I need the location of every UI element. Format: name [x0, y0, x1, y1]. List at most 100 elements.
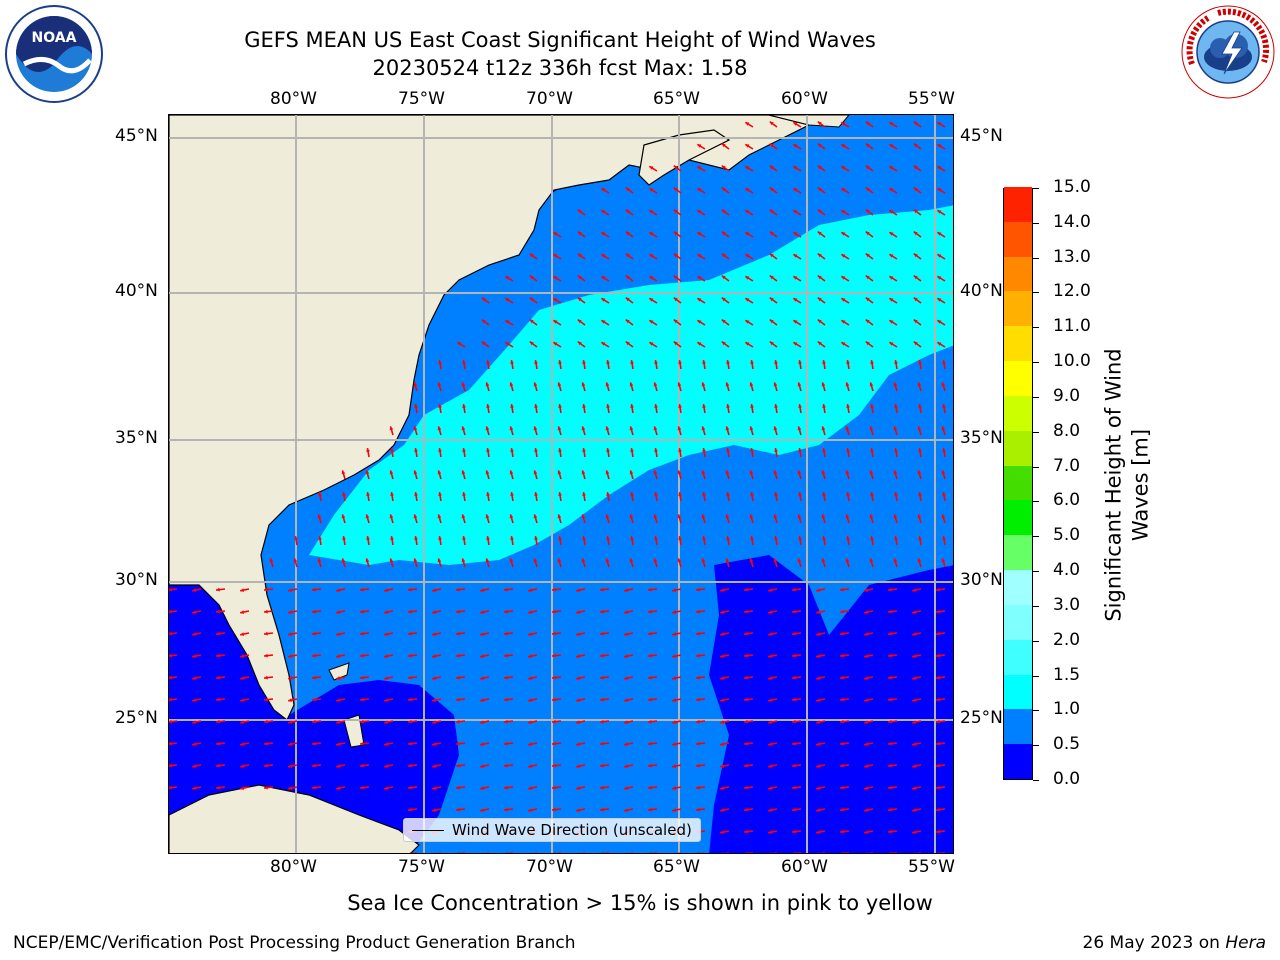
wave-arrow-head — [552, 785, 556, 790]
wave-arrow-head — [768, 764, 772, 768]
wave-arrow-head — [629, 382, 634, 387]
wave-arrow-head — [606, 536, 610, 540]
wave-arrow-head — [312, 741, 316, 746]
wave-arrow-head — [432, 720, 436, 724]
wave-arrow-head — [937, 320, 942, 324]
wave-arrow-head — [912, 588, 916, 592]
wave-arrow-head — [581, 426, 586, 431]
wave-arrow-head — [601, 210, 606, 214]
wave-arrow-head — [917, 382, 922, 387]
wave-arrow-head — [864, 632, 868, 636]
wave-arrow-head — [913, 275, 918, 280]
wave-arrow-head — [240, 786, 244, 790]
wave-arrow-head — [696, 675, 700, 680]
wave-arrow-head — [432, 698, 436, 702]
wave-arrow-head — [600, 653, 604, 658]
wave-arrow-head — [533, 470, 538, 475]
wave-arrow-head — [413, 558, 418, 563]
wave-arrow-head — [701, 514, 706, 519]
wave-arrow-head — [793, 166, 798, 170]
colorbar-segment — [1004, 430, 1032, 466]
wave-arrow-head — [582, 536, 586, 540]
colorbar-tick-label: 10.0 — [1053, 351, 1091, 372]
colorbar-tick-label: 1.5 — [1053, 664, 1081, 685]
wave-arrow-head — [749, 426, 754, 431]
wave-arrow — [410, 852, 417, 853]
wave-arrow-head — [432, 588, 436, 592]
land-top-right — [768, 115, 850, 128]
wave-arrow-head — [240, 742, 244, 746]
wave-arrow-head — [533, 558, 538, 563]
wave-arrow-head — [605, 426, 610, 431]
wave-arrow-head — [600, 587, 604, 592]
wave-arrow-head — [601, 232, 606, 236]
wave-arrow-head — [481, 319, 486, 324]
lon-label-top: 55°W — [908, 89, 955, 109]
wave-arrow-head — [169, 653, 172, 658]
wave-arrow-head — [509, 514, 514, 519]
wave-arrow-head — [264, 741, 268, 746]
wave-arrow-head — [624, 610, 628, 614]
wave-arrow-head — [893, 470, 898, 475]
wave-arrow-head — [744, 631, 748, 636]
wave-arrow-head — [576, 764, 580, 768]
wave-arrow-head — [317, 514, 322, 519]
wave-arrow-head — [798, 536, 802, 540]
wave-arrow-head — [817, 253, 822, 258]
wave-arrow-head — [744, 829, 748, 834]
wave-arrow-head — [505, 342, 510, 346]
wave-arrow-head — [408, 675, 412, 680]
wave-arrow-head — [888, 807, 892, 812]
wave-arrow-head — [384, 588, 388, 592]
wave-arrow-head — [749, 470, 754, 475]
wave-arrow-head — [697, 166, 702, 170]
wave-arrow-head — [288, 676, 292, 680]
wave-arrow-head — [432, 742, 436, 746]
wave-arrow-head — [840, 631, 844, 636]
wave-arrow-head — [528, 610, 532, 614]
wave-arrow-head — [648, 587, 652, 592]
wave-arrow — [650, 852, 657, 853]
wave-arrow-head — [264, 609, 268, 614]
wave-arrow-head — [624, 654, 628, 658]
wave-arrow-head — [726, 536, 730, 540]
colorbar-segment — [1004, 534, 1032, 571]
wave-arrow-head — [605, 470, 610, 475]
wave-arrow-head — [720, 830, 724, 834]
wave-arrow-head — [697, 232, 702, 236]
wave-arrow — [628, 852, 633, 853]
colorbar-tickmark — [1033, 222, 1039, 224]
wave-arrow-head — [821, 426, 826, 431]
chart-title: GEFS MEAN US East Coast Significant Heig… — [244, 28, 876, 52]
colorbar-tickmark — [1033, 466, 1039, 468]
colorbar-segment — [1004, 395, 1032, 431]
wave-arrow-head — [744, 675, 748, 680]
wave-arrow-head — [793, 210, 798, 214]
wave-arrow-head — [864, 654, 868, 658]
wave-arrow-head — [606, 404, 610, 408]
wave-arrow-head — [389, 514, 394, 519]
wave-arrow-head — [600, 719, 604, 724]
wave-arrow-head — [840, 609, 844, 614]
wave-arrow-head — [865, 209, 870, 214]
wave-arrow-head — [414, 404, 418, 408]
wave-arrow-head — [360, 785, 364, 790]
wave-arrow-head — [942, 360, 946, 364]
wave-arrow-head — [437, 382, 442, 387]
wave-arrow-head — [865, 297, 870, 302]
wave-arrow-head — [461, 514, 466, 519]
wave-arrow-head — [437, 426, 442, 431]
wave-arrow-head — [366, 492, 370, 496]
wave-arrow-head — [937, 188, 942, 192]
wave-arrow-head — [408, 763, 412, 768]
colorbar-tick-label: 5.0 — [1053, 525, 1081, 546]
colorbar-tick-label: 2.0 — [1053, 629, 1081, 650]
wave-arrow-head — [768, 698, 772, 702]
wave-arrow-head — [840, 653, 844, 658]
wave-arrow-head — [505, 851, 508, 853]
wave-arrow-head — [798, 404, 802, 408]
colorbar-tick-label: 3.0 — [1053, 594, 1081, 615]
wave-arrow — [868, 852, 873, 853]
wave-arrow-head — [192, 654, 196, 658]
wave-arrow-head — [773, 558, 778, 563]
